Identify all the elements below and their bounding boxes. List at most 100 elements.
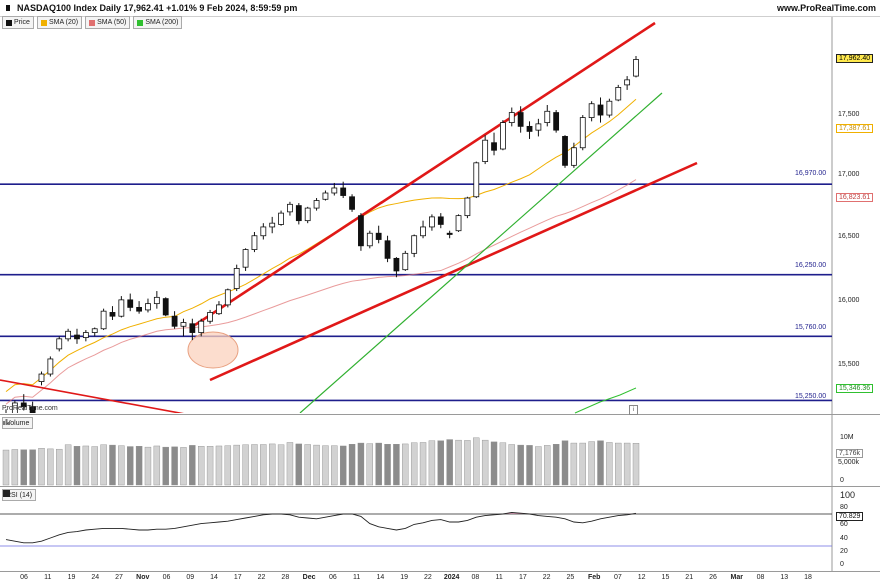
candle-body bbox=[216, 304, 222, 315]
legend: Price SMA (20) SMA (50) SMA (200) bbox=[2, 16, 183, 30]
candle-body bbox=[464, 197, 471, 217]
candle-body bbox=[500, 122, 506, 150]
legend-item-sma50[interactable]: SMA (50) bbox=[85, 16, 131, 29]
candle-body bbox=[260, 226, 267, 237]
candle-body bbox=[544, 110, 551, 123]
brand-link[interactable]: www.ProRealTime.com bbox=[776, 3, 876, 13]
rsi-axis-tick: 0 bbox=[840, 561, 844, 568]
volume-bar bbox=[56, 448, 63, 486]
x-axis-tick: Dec bbox=[302, 574, 316, 581]
volume-bar bbox=[322, 445, 329, 486]
rsi-axis-tick: 100 bbox=[840, 490, 856, 500]
x-axis-tick: 26 bbox=[709, 574, 717, 581]
rsi-axis-tick: 60 bbox=[840, 521, 848, 528]
candle-body bbox=[224, 289, 231, 306]
volume-bar bbox=[393, 444, 400, 486]
volume-bar bbox=[135, 446, 143, 486]
candle-body bbox=[29, 406, 36, 413]
chart-title: NASDAQ100 Index Daily 17,962.41 +1.01% 9… bbox=[17, 3, 298, 13]
alert-icon[interactable]: i bbox=[629, 405, 638, 415]
pane-divider[interactable] bbox=[0, 414, 880, 415]
x-axis-tick: 2024 bbox=[443, 574, 460, 581]
candle-body bbox=[198, 320, 205, 333]
candle-body bbox=[47, 358, 54, 375]
volume-bar bbox=[561, 440, 569, 486]
volume-bar bbox=[481, 439, 489, 486]
candle-body bbox=[553, 112, 560, 131]
x-axis-tick: 27 bbox=[115, 574, 123, 581]
volume-bar bbox=[20, 449, 27, 486]
candle-body bbox=[82, 332, 89, 338]
legend-item-sma20[interactable]: SMA (20) bbox=[36, 16, 83, 29]
x-axis-tick: 22 bbox=[542, 574, 551, 581]
legend-item-price[interactable]: Price bbox=[2, 16, 34, 29]
volume-bar bbox=[632, 442, 640, 486]
candle-body bbox=[269, 222, 276, 228]
volume-bar bbox=[375, 442, 382, 486]
volume-bars bbox=[2, 437, 640, 486]
x-axis-tick: 08 bbox=[471, 574, 480, 581]
volume-bar bbox=[526, 445, 533, 486]
candle-body bbox=[473, 162, 480, 198]
price-axis-tick: 15,500 bbox=[838, 361, 860, 368]
x-axis-tick: Nov bbox=[136, 574, 150, 581]
candle-body bbox=[384, 240, 391, 259]
volume-bar bbox=[118, 445, 125, 486]
x-axis-tick: 13 bbox=[780, 574, 789, 581]
volume-bar bbox=[2, 449, 10, 486]
rsi-tag: 70.829 bbox=[836, 512, 864, 521]
x-axis-tick: 07 bbox=[614, 574, 622, 581]
volume-bar bbox=[180, 447, 187, 486]
volume-bar bbox=[206, 446, 214, 486]
candle-body bbox=[180, 322, 187, 327]
rsi-axis-tick: 20 bbox=[840, 548, 848, 555]
candles bbox=[5, 55, 639, 413]
candle-icon bbox=[6, 5, 10, 11]
volume-bar bbox=[82, 445, 90, 486]
sma20-line bbox=[5, 98, 637, 393]
candle-body bbox=[624, 79, 631, 86]
volume-bar bbox=[384, 444, 391, 486]
x-axis-tick: 06 bbox=[162, 574, 171, 581]
volume-bar bbox=[38, 448, 45, 486]
candle-body bbox=[74, 334, 80, 340]
oscillator-icon bbox=[3, 490, 10, 497]
volume-pane-label[interactable]: Volume bbox=[2, 417, 34, 429]
volume-bar bbox=[251, 444, 258, 486]
volume-bar bbox=[357, 442, 365, 486]
volume-bar bbox=[331, 445, 338, 486]
volume-bar bbox=[490, 441, 498, 486]
legend-item-sma200[interactable]: SMA (200) bbox=[133, 16, 183, 29]
volume-bar bbox=[339, 445, 347, 486]
x-axis-tick: 11 bbox=[495, 574, 503, 581]
candle-body bbox=[597, 104, 604, 116]
rsi-pane-label[interactable]: RSI (14) bbox=[2, 489, 37, 501]
volume-bar bbox=[304, 444, 311, 486]
price-axis-tick: 16,000 bbox=[838, 297, 860, 304]
volume-bar bbox=[348, 444, 356, 486]
sma200-line bbox=[574, 387, 637, 414]
lower-channel-line bbox=[209, 161, 698, 382]
candle-body bbox=[242, 249, 249, 268]
volume-bar bbox=[144, 446, 152, 486]
level-label: 16,250.00 bbox=[795, 262, 827, 269]
legend-label: SMA (50) bbox=[97, 19, 127, 26]
sma200-swatch bbox=[137, 19, 144, 26]
pane-divider[interactable] bbox=[0, 486, 880, 487]
candle-body bbox=[349, 196, 355, 210]
candle-body bbox=[358, 215, 364, 247]
watermark: ProRealTime.com bbox=[2, 405, 58, 412]
volume-bar bbox=[286, 442, 294, 486]
prior-downtrend-line bbox=[0, 379, 184, 413]
volume-bar bbox=[11, 449, 19, 486]
candle-body bbox=[251, 235, 258, 250]
upper-channel-line bbox=[194, 21, 656, 327]
volume-bar bbox=[366, 443, 374, 486]
candle-body bbox=[446, 232, 453, 235]
volume-bar bbox=[153, 445, 161, 486]
x-axis-tick: 24 bbox=[91, 574, 100, 581]
candle-body bbox=[526, 125, 533, 132]
x-axis-tick: 18 bbox=[804, 574, 812, 581]
candle-body bbox=[313, 200, 320, 209]
